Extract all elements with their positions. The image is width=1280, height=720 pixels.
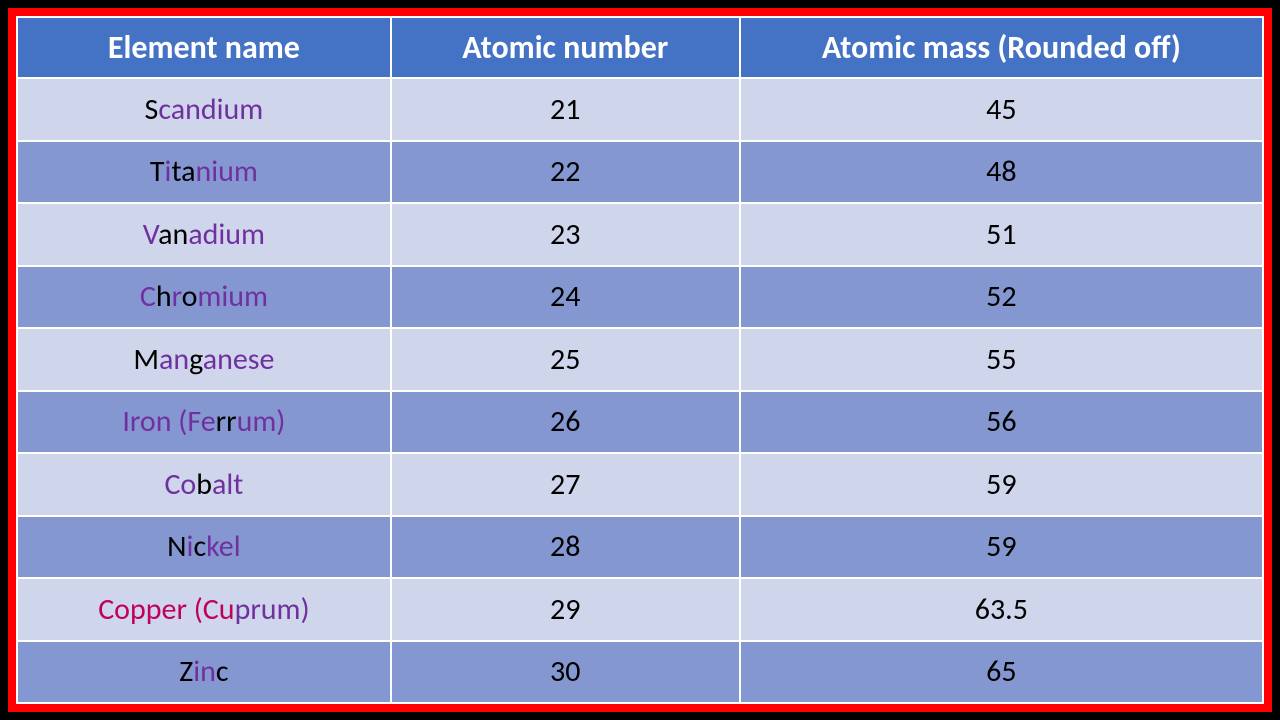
header-element-name: Element name [17, 17, 391, 78]
table-frame: Element name Atomic number Atomic mass (… [8, 8, 1272, 712]
table-row: Zinc3065 [17, 641, 1263, 704]
cell-atomic-number: 27 [391, 453, 740, 516]
cell-atomic-mass: 52 [740, 266, 1263, 329]
cell-atomic-number: 24 [391, 266, 740, 329]
cell-atomic-number: 23 [391, 203, 740, 266]
elements-table: Element name Atomic number Atomic mass (… [16, 16, 1264, 704]
cell-element-name: Chromium [17, 266, 391, 329]
cell-atomic-number: 26 [391, 391, 740, 454]
cell-atomic-mass: 55 [740, 328, 1263, 391]
table-row: Iron (Ferrum)2656 [17, 391, 1263, 454]
cell-atomic-mass: 59 [740, 516, 1263, 579]
cell-atomic-mass: 63.5 [740, 578, 1263, 641]
table-row: Cobalt2759 [17, 453, 1263, 516]
table-row: Scandium2145 [17, 78, 1263, 141]
table-row: Chromium2452 [17, 266, 1263, 329]
table-row: Nickel2859 [17, 516, 1263, 579]
cell-element-name: Nickel [17, 516, 391, 579]
cell-element-name: Iron (Ferrum) [17, 391, 391, 454]
cell-element-name: Manganese [17, 328, 391, 391]
cell-element-name: Copper (Cuprum) [17, 578, 391, 641]
table-row: Manganese2555 [17, 328, 1263, 391]
cell-element-name: Titanium [17, 141, 391, 204]
table-row: Vanadium2351 [17, 203, 1263, 266]
header-atomic-number: Atomic number [391, 17, 740, 78]
cell-atomic-mass: 45 [740, 78, 1263, 141]
cell-element-name: Cobalt [17, 453, 391, 516]
cell-element-name: Zinc [17, 641, 391, 704]
cell-atomic-number: 28 [391, 516, 740, 579]
header-atomic-mass: Atomic mass (Rounded off) [740, 17, 1263, 78]
header-row: Element name Atomic number Atomic mass (… [17, 17, 1263, 78]
table-row: Copper (Cuprum)2963.5 [17, 578, 1263, 641]
cell-atomic-mass: 51 [740, 203, 1263, 266]
cell-atomic-mass: 59 [740, 453, 1263, 516]
cell-atomic-number: 21 [391, 78, 740, 141]
cell-element-name: Vanadium [17, 203, 391, 266]
table-row: Titanium2248 [17, 141, 1263, 204]
cell-atomic-number: 25 [391, 328, 740, 391]
cell-atomic-number: 29 [391, 578, 740, 641]
cell-element-name: Scandium [17, 78, 391, 141]
cell-atomic-number: 22 [391, 141, 740, 204]
cell-atomic-mass: 65 [740, 641, 1263, 704]
cell-atomic-mass: 56 [740, 391, 1263, 454]
cell-atomic-number: 30 [391, 641, 740, 704]
cell-atomic-mass: 48 [740, 141, 1263, 204]
